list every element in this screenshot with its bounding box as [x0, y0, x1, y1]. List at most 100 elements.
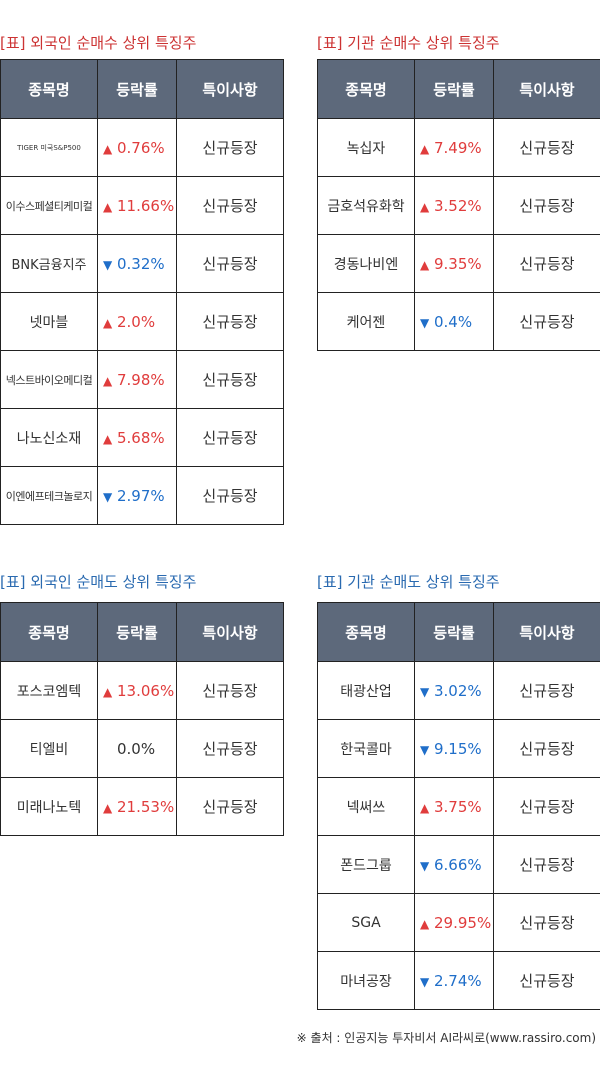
note-cell: 신규등장	[493, 719, 600, 778]
header-change-rate: 등락률	[414, 602, 494, 662]
change-value: 0.32%	[117, 254, 165, 273]
change-cell: 0.0%	[97, 719, 177, 778]
up-arrow-icon: ▲	[420, 199, 430, 214]
table-row: 녹십자 ▲ 7.49% 신규등장	[317, 118, 600, 177]
note-cell: 신규등장	[176, 118, 284, 177]
table-row: 폰드그룹 ▼ 6.66% 신규등장	[317, 835, 600, 894]
table-row: 티엘비 0.0% 신규등장	[0, 719, 284, 778]
header-stock-name: 종목명	[317, 59, 415, 119]
stock-name: 케어젠	[317, 292, 415, 351]
change-value: 0.0%	[117, 739, 156, 758]
change-value: 3.52%	[434, 196, 482, 215]
table-row: 미래나노텍 ▲ 21.53% 신규등장	[0, 777, 284, 836]
change-value: 6.66%	[434, 855, 482, 874]
stock-name: 한국콜마	[317, 719, 415, 778]
stock-name: 태광산업	[317, 661, 415, 720]
panel-title: [표] 기관 순매도 상위 특징주	[317, 573, 500, 591]
change-cell: ▲ 3.75%	[414, 777, 494, 836]
stock-name: 폰드그룹	[317, 835, 415, 894]
note-cell: 신규등장	[493, 176, 600, 235]
header-note: 특이사항	[176, 602, 284, 662]
change-cell: ▼ 0.32%	[97, 234, 177, 293]
table-row: 이수스페셜티케미컬 ▲ 11.66% 신규등장	[0, 176, 284, 235]
stock-name: 미래나노텍	[0, 777, 98, 836]
panel-foreign-net-sell: [표] 외국인 순매도 상위 특징주 종목명 등락률 특이사항 포스코엠텍 ▲ 1…	[0, 571, 284, 841]
up-arrow-icon: ▲	[103, 199, 113, 214]
table-row: 마녀공장 ▼ 2.74% 신규등장	[317, 951, 600, 1010]
change-value: 0.76%	[117, 138, 165, 157]
note-cell: 신규등장	[176, 292, 284, 351]
stock-name: 경동나비엔	[317, 234, 415, 293]
up-arrow-icon: ▲	[420, 257, 430, 272]
change-value: 29.95%	[434, 913, 492, 932]
down-arrow-icon: ▼	[420, 684, 430, 699]
down-arrow-icon: ▼	[420, 742, 430, 757]
stock-name: 녹십자	[317, 118, 415, 177]
note-cell: 신규등장	[493, 234, 600, 293]
stock-name: 티엘비	[0, 719, 98, 778]
note-cell: 신규등장	[493, 777, 600, 836]
table-row: 금호석유화학 ▲ 3.52% 신규등장	[317, 176, 600, 235]
panel-foreign-net-buy: [표] 외국인 순매수 상위 특징주 종목명 등락률 특이사항 TIGER 미국…	[0, 32, 284, 527]
table-row: BNK금융지주 ▼ 0.32% 신규등장	[0, 234, 284, 293]
change-cell: ▲ 2.0%	[97, 292, 177, 351]
header-stock-name: 종목명	[317, 602, 415, 662]
down-arrow-icon: ▼	[103, 489, 113, 504]
stock-table: 종목명 등락률 특이사항 녹십자 ▲ 7.49% 신규등장 금호석유화학 ▲ 3.5…	[317, 59, 600, 351]
down-arrow-icon: ▼	[420, 858, 430, 873]
up-arrow-icon: ▲	[103, 684, 113, 699]
stock-table: 종목명 등락률 특이사항 포스코엠텍 ▲ 13.06% 신규등장 티엘비 0.0%…	[0, 602, 284, 836]
down-arrow-icon: ▼	[103, 257, 113, 272]
panel-institution-net-sell: [표] 기관 순매도 상위 특징주 종목명 등락률 특이사항 태광산업 ▼ 3.0…	[317, 571, 600, 1016]
note-cell: 신규등장	[493, 118, 600, 177]
change-cell: ▲ 9.35%	[414, 234, 494, 293]
stock-name: SGA	[317, 893, 415, 952]
table-row: 넷마블 ▲ 2.0% 신규등장	[0, 292, 284, 351]
stock-name: 나노신소재	[0, 408, 98, 467]
change-cell: ▼ 0.4%	[414, 292, 494, 351]
note-cell: 신규등장	[176, 719, 284, 778]
up-arrow-icon: ▲	[103, 431, 113, 446]
stock-name: 넥써쓰	[317, 777, 415, 836]
header-change-rate: 등락률	[414, 59, 494, 119]
change-value: 3.75%	[434, 797, 482, 816]
change-cell: ▲ 21.53%	[97, 777, 177, 836]
change-value: 7.98%	[117, 370, 165, 389]
table-row: 포스코엠텍 ▲ 13.06% 신규등장	[0, 661, 284, 720]
change-value: 9.15%	[434, 739, 482, 758]
header-change-rate: 등락률	[97, 602, 177, 662]
stock-name: 이엔에프테크놀로지	[0, 466, 98, 525]
stock-name: 이수스페셜티케미컬	[0, 176, 98, 235]
table-row: 경동나비엔 ▲ 9.35% 신규등장	[317, 234, 600, 293]
stock-table: 종목명 등락률 특이사항 TIGER 미국S&P500 ▲ 0.76% 신규등장 …	[0, 59, 284, 525]
table-row: 넥써쓰 ▲ 3.75% 신규등장	[317, 777, 600, 836]
change-value: 21.53%	[117, 797, 175, 816]
table-row: 넥스트바이오메디컬 ▲ 7.98% 신규등장	[0, 350, 284, 409]
table-row: SGA ▲ 29.95% 신규등장	[317, 893, 600, 952]
note-cell: 신규등장	[493, 292, 600, 351]
change-value: 2.0%	[117, 312, 156, 331]
change-cell: ▲ 0.76%	[97, 118, 177, 177]
note-cell: 신규등장	[493, 835, 600, 894]
change-cell: ▲ 29.95%	[414, 893, 494, 952]
note-cell: 신규등장	[176, 777, 284, 836]
change-value: 13.06%	[117, 681, 175, 700]
change-value: 2.97%	[117, 486, 165, 505]
note-cell: 신규등장	[493, 951, 600, 1010]
change-cell: ▲ 11.66%	[97, 176, 177, 235]
change-cell: ▼ 2.97%	[97, 466, 177, 525]
change-cell: ▲ 3.52%	[414, 176, 494, 235]
down-arrow-icon: ▼	[420, 315, 430, 330]
stock-table: 종목명 등락률 특이사항 태광산업 ▼ 3.02% 신규등장 한국콜마 ▼ 9.15…	[317, 602, 600, 1010]
up-arrow-icon: ▲	[103, 141, 113, 156]
panel-title: [표] 기관 순매수 상위 특징주	[317, 34, 500, 52]
change-cell: ▼ 9.15%	[414, 719, 494, 778]
stock-name: 포스코엠텍	[0, 661, 98, 720]
change-value: 3.02%	[434, 681, 482, 700]
change-value: 11.66%	[117, 196, 175, 215]
table-row: 나노신소재 ▲ 5.68% 신규등장	[0, 408, 284, 467]
stock-name: BNK금융지주	[0, 234, 98, 293]
stock-name: 금호석유화학	[317, 176, 415, 235]
change-cell: ▼ 2.74%	[414, 951, 494, 1010]
up-arrow-icon: ▲	[103, 315, 113, 330]
